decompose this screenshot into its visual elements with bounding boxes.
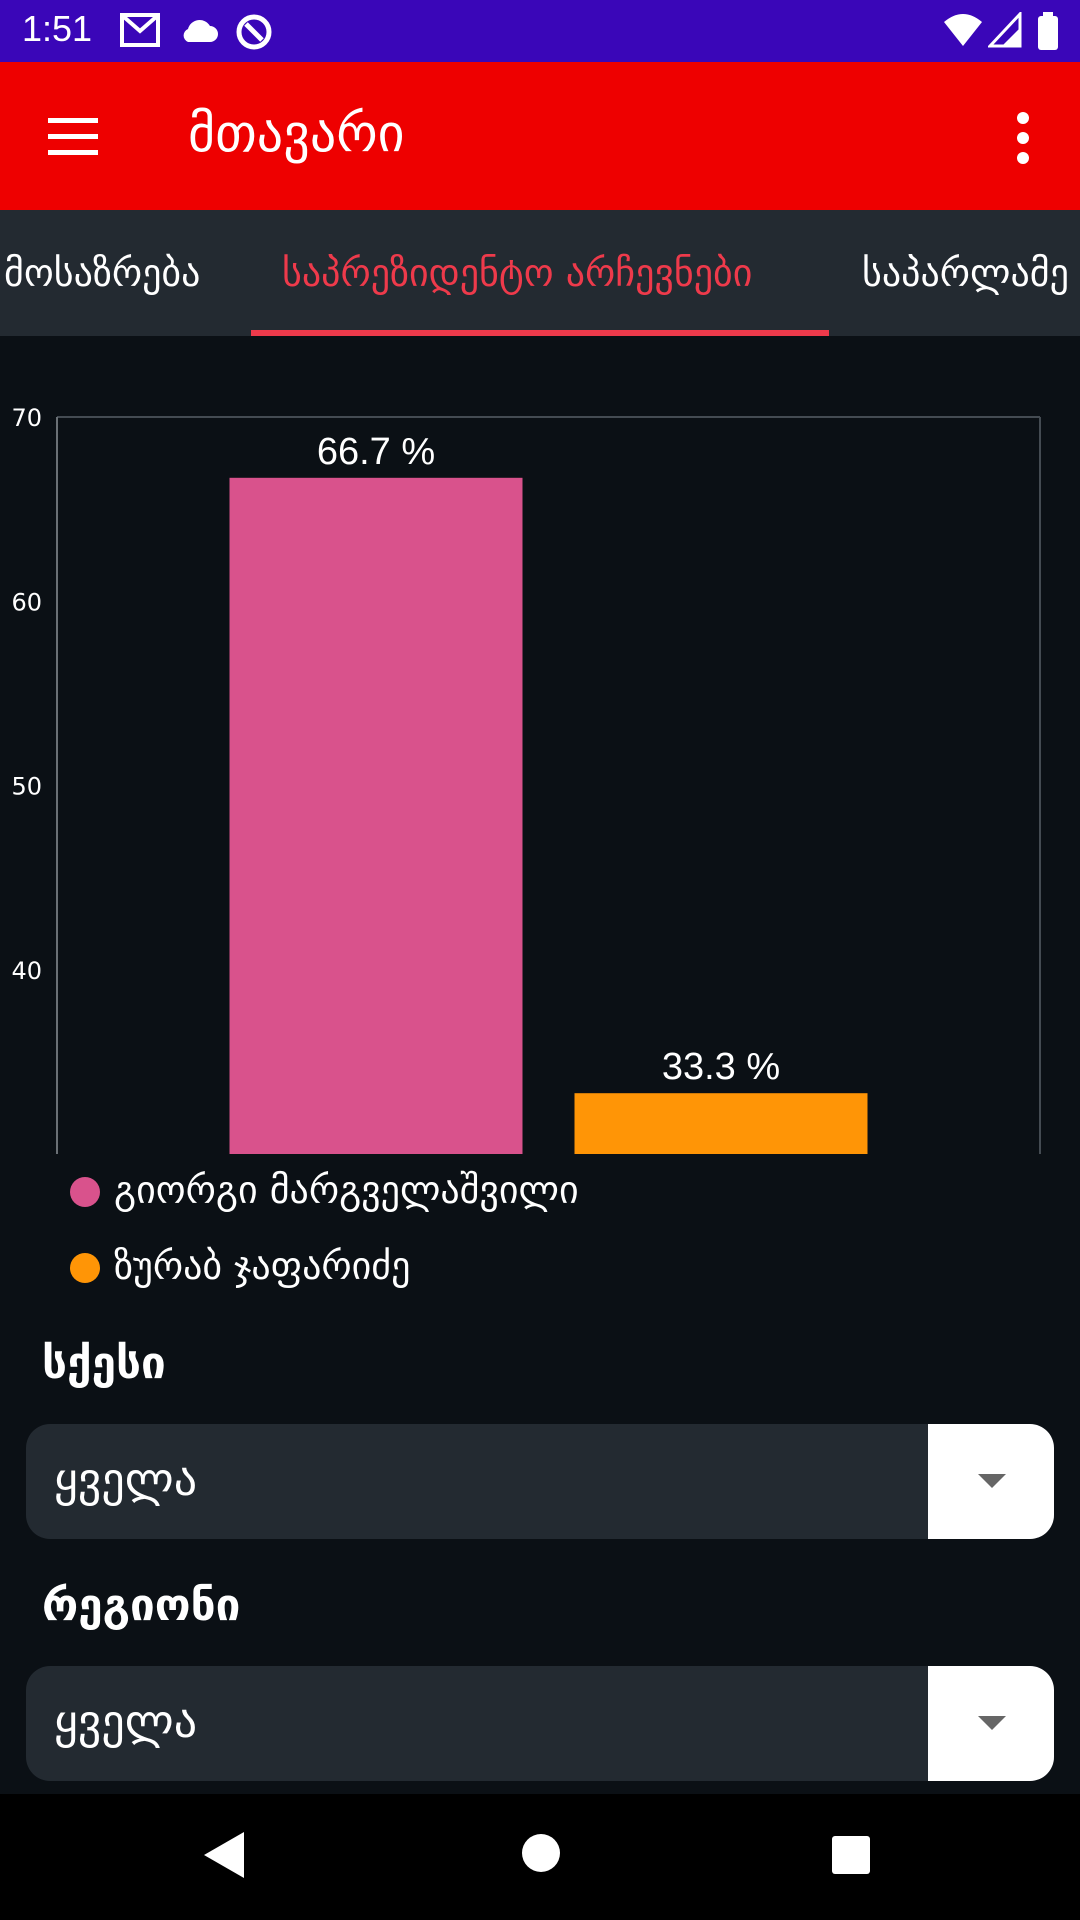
status-bar: 1:51: [0, 0, 1080, 62]
legend-swatch: [70, 1177, 100, 1207]
more-options-icon[interactable]: [998, 102, 1048, 172]
y-tick-label: 50: [11, 773, 42, 801]
y-tick-label: 40: [11, 957, 42, 985]
region-select[interactable]: ყველა: [26, 1666, 1054, 1781]
page-title: მთავარი: [188, 104, 405, 164]
gmail-icon: [120, 13, 160, 47]
chevron-down-icon: [978, 1716, 1006, 1730]
menu-icon[interactable]: [40, 102, 110, 172]
tab-parliamentary[interactable]: საპარლამე: [862, 251, 1069, 295]
legend-label: გიორგი მარგველაშვილი: [114, 1168, 579, 1212]
cloud-icon: [183, 20, 218, 42]
tab-presidential-elections[interactable]: საპრეზიდენტო არჩევნები: [282, 251, 753, 295]
legend-swatch: [70, 1253, 100, 1283]
bar: [574, 1093, 868, 1154]
gender-dropdown-button[interactable]: [928, 1424, 1054, 1539]
battery-icon: [1038, 12, 1058, 50]
tab-bar: მოსაზრება საპრეზიდენტო არჩევნები საპარლა…: [0, 210, 1080, 336]
recents-icon[interactable]: [830, 1834, 872, 1876]
bar: [229, 477, 523, 1154]
bar-chart: 40 50 60 70 66.7 % 33.3 % გიორგი მარგველაშვილ…: [0, 336, 1080, 1288]
tab-indicator: [251, 330, 829, 336]
gender-filter-label: სქესი: [42, 1338, 166, 1389]
data-saver-icon: [236, 14, 272, 50]
legend-label: ზურაბ ჯაფარიძე: [114, 1244, 411, 1288]
system-nav-bar: [0, 1794, 1080, 1920]
wifi-icon: [944, 14, 982, 46]
region-filter-label: რეგიონი: [42, 1580, 241, 1631]
y-tick-label: 70: [11, 404, 42, 432]
bar-value-label: 66.7 %: [317, 431, 435, 473]
gender-select[interactable]: ყველა: [26, 1424, 1054, 1539]
back-icon[interactable]: [200, 1830, 246, 1880]
status-time: 1:51: [22, 8, 93, 49]
home-icon[interactable]: [520, 1832, 562, 1874]
app-bar: მთავარი: [0, 62, 1080, 210]
bar-value-label: 33.3 %: [662, 1046, 780, 1088]
bar-chart-svg: 40 50 60 70 66.7 % 33.3 %: [11, 404, 1041, 1154]
tab-opinion[interactable]: მოსაზრება: [4, 251, 201, 295]
cell-signal-icon: [988, 12, 1022, 48]
chevron-down-icon: [978, 1474, 1006, 1488]
region-select-value: ყველა: [54, 1694, 198, 1748]
region-dropdown-button[interactable]: [928, 1666, 1054, 1781]
gender-select-value: ყველა: [54, 1452, 198, 1506]
y-tick-label: 60: [11, 588, 42, 616]
